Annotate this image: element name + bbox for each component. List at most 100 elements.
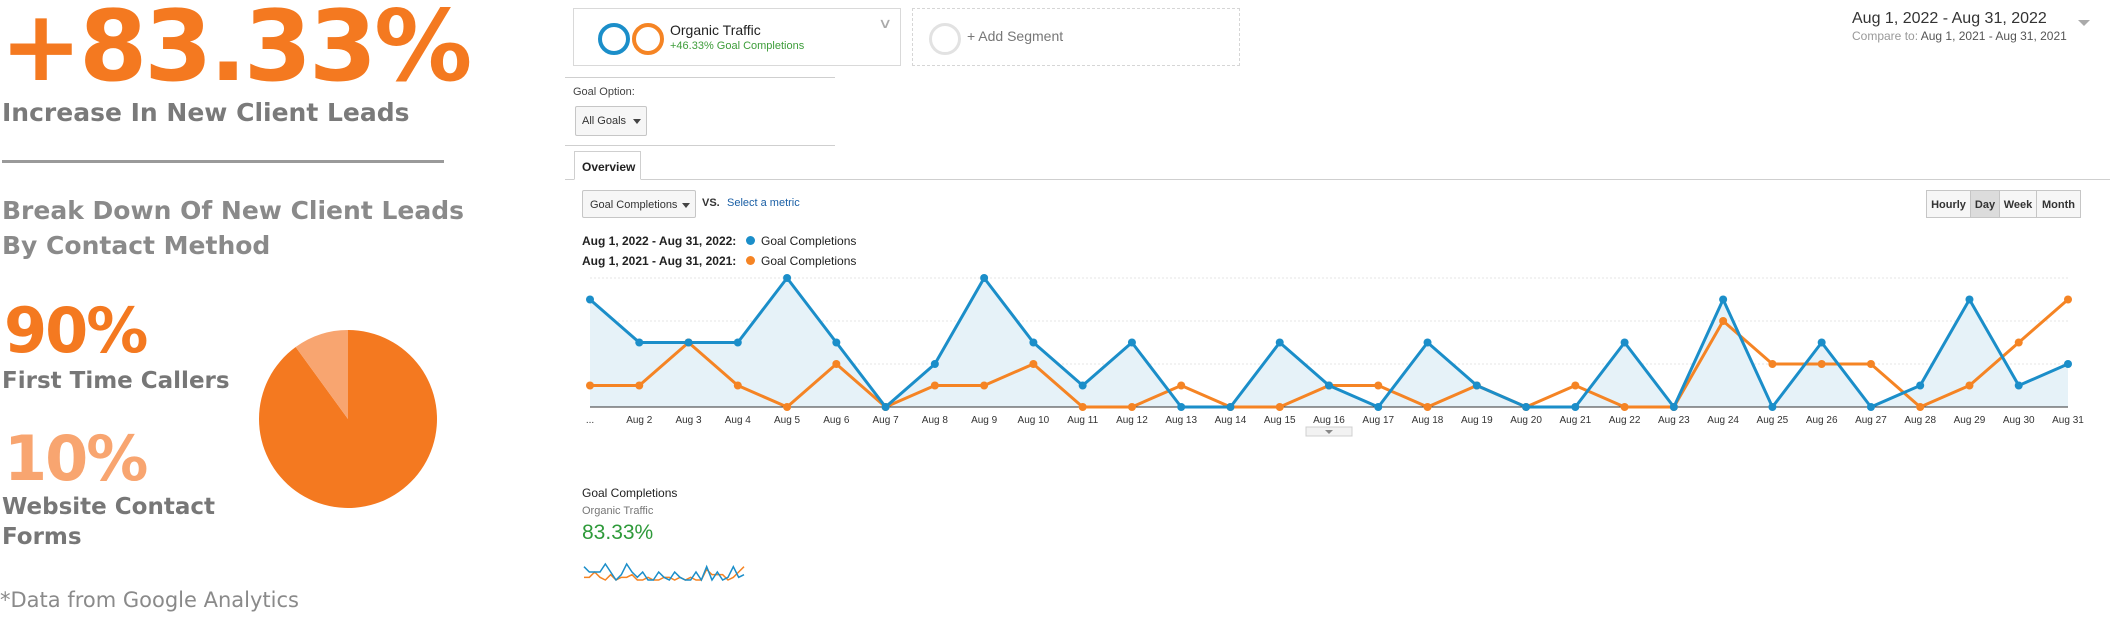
data-point[interactable] xyxy=(1078,403,1087,411)
granularity-month-button[interactable]: Month xyxy=(2036,190,2081,218)
data-point[interactable] xyxy=(1965,295,1974,304)
granularity-day-button[interactable]: Day xyxy=(1970,190,2000,218)
scorecard-title: Goal Completions xyxy=(582,486,678,500)
tab-overview[interactable]: Overview xyxy=(574,151,641,180)
data-point[interactable] xyxy=(1275,338,1284,347)
headline-subtitle: Increase In New Client Leads xyxy=(2,98,410,127)
data-point[interactable] xyxy=(635,381,644,390)
data-point[interactable] xyxy=(586,381,594,390)
goal-option-select[interactable]: All Goals xyxy=(575,106,647,136)
x-tick-label: Aug 21 xyxy=(1559,415,1591,426)
metric-select[interactable]: Goal Completions xyxy=(582,190,696,218)
x-tick-label: Aug 4 xyxy=(725,415,752,426)
add-segment-button[interactable]: + Add Segment xyxy=(912,8,1240,66)
data-point[interactable] xyxy=(1226,403,1235,411)
data-point[interactable] xyxy=(1620,403,1629,411)
data-point[interactable] xyxy=(1472,381,1481,390)
data-point[interactable] xyxy=(1768,360,1777,368)
data-point[interactable] xyxy=(1423,338,1432,347)
date-range[interactable]: Aug 1, 2022 - Aug 31, 2022 xyxy=(1852,10,2047,27)
data-point[interactable] xyxy=(2064,360,2072,368)
data-point[interactable] xyxy=(1127,403,1136,411)
data-point[interactable] xyxy=(1522,403,1531,411)
data-point[interactable] xyxy=(1078,381,1087,390)
data-point[interactable] xyxy=(930,360,939,368)
data-point[interactable] xyxy=(980,274,989,282)
data-point[interactable] xyxy=(783,403,792,411)
data-point[interactable] xyxy=(1817,360,1826,368)
data-point[interactable] xyxy=(2064,295,2072,304)
granularity-hourly-button[interactable]: Hourly xyxy=(1926,190,1971,218)
granularity-week-button[interactable]: Week xyxy=(1999,190,2037,218)
date-dropdown-icon[interactable] xyxy=(2078,20,2090,26)
data-point[interactable] xyxy=(832,338,841,347)
divider xyxy=(565,145,835,146)
data-point[interactable] xyxy=(881,403,890,411)
breakdown-title: Break Down Of New Client Leads By Contac… xyxy=(2,193,464,263)
data-point[interactable] xyxy=(1916,381,1925,390)
data-point[interactable] xyxy=(586,295,594,304)
sparkline-series xyxy=(583,562,745,582)
data-point[interactable] xyxy=(1571,381,1580,390)
data-point[interactable] xyxy=(1325,381,1333,390)
data-point[interactable] xyxy=(980,381,989,390)
x-tick-label: Aug 27 xyxy=(1855,415,1887,426)
data-point[interactable] xyxy=(1177,403,1186,411)
x-tick-label: Aug 16 xyxy=(1313,415,1345,426)
segment-organic-traffic[interactable]: Organic Traffic +46.33% Goal Completions… xyxy=(573,8,901,66)
chevron-down-icon[interactable]: ∨ xyxy=(877,15,893,31)
compare-value: Aug 1, 2021 - Aug 31, 2021 xyxy=(1920,29,2067,43)
legend-range: Aug 1, 2021 - Aug 31, 2021: xyxy=(582,254,737,268)
data-point[interactable] xyxy=(1768,403,1777,411)
data-point[interactable] xyxy=(1374,381,1383,390)
data-point[interactable] xyxy=(733,338,742,347)
forms-percent: 10% xyxy=(4,422,148,495)
data-point[interactable] xyxy=(2014,338,2023,347)
legend-dot-icon xyxy=(746,236,755,245)
scorecard-sparkline xyxy=(583,562,745,582)
headline-percent: +83.33% xyxy=(0,0,472,104)
x-tick-label: Aug 14 xyxy=(1215,415,1247,426)
data-point[interactable] xyxy=(2014,381,2023,390)
x-tick-label: Aug 6 xyxy=(823,415,850,426)
data-point[interactable] xyxy=(1916,403,1925,411)
data-point[interactable] xyxy=(1029,338,1038,347)
legend-metric: Goal Completions xyxy=(761,234,857,248)
data-point[interactable] xyxy=(1029,360,1038,368)
data-point[interactable] xyxy=(1669,403,1678,411)
data-point[interactable] xyxy=(1275,403,1284,411)
data-point[interactable] xyxy=(733,381,742,390)
segment-subtext: +46.33% Goal Completions xyxy=(670,40,805,52)
x-tick-label: Aug 3 xyxy=(675,415,702,426)
data-point[interactable] xyxy=(1127,338,1136,347)
data-point[interactable] xyxy=(1620,338,1629,347)
compare-range: Compare to: Aug 1, 2021 - Aug 31, 2021 xyxy=(1852,29,2067,43)
data-point[interactable] xyxy=(1423,403,1432,411)
x-tick-label: Aug 9 xyxy=(971,415,998,426)
scorecard-value: 83.33% xyxy=(582,521,654,544)
legend-range: Aug 1, 2022 - Aug 31, 2022: xyxy=(582,234,737,248)
x-tick-label: Aug 11 xyxy=(1067,415,1098,426)
data-point[interactable] xyxy=(635,338,644,347)
data-point[interactable] xyxy=(832,360,841,368)
data-point[interactable] xyxy=(783,274,792,282)
divider xyxy=(565,77,835,78)
data-point[interactable] xyxy=(1719,295,1728,304)
x-tick-label: Aug 13 xyxy=(1165,415,1197,426)
data-point[interactable] xyxy=(1866,360,1875,368)
breakdown-title-line2: By Contact Method xyxy=(2,231,271,260)
data-point[interactable] xyxy=(1571,403,1580,411)
data-point[interactable] xyxy=(1374,403,1383,411)
select-metric-link[interactable]: Select a metric xyxy=(727,197,800,209)
data-point[interactable] xyxy=(1177,381,1186,390)
data-point[interactable] xyxy=(684,338,693,347)
data-point[interactable] xyxy=(1965,381,1974,390)
data-point[interactable] xyxy=(1719,317,1728,325)
data-point[interactable] xyxy=(930,381,939,390)
data-point[interactable] xyxy=(1866,403,1875,411)
x-tick-label: Aug 28 xyxy=(1904,415,1936,426)
x-tick-label: ... xyxy=(586,415,594,426)
data-point[interactable] xyxy=(1817,338,1826,347)
vs-label: VS. xyxy=(702,197,720,209)
pie-slice xyxy=(295,330,348,419)
